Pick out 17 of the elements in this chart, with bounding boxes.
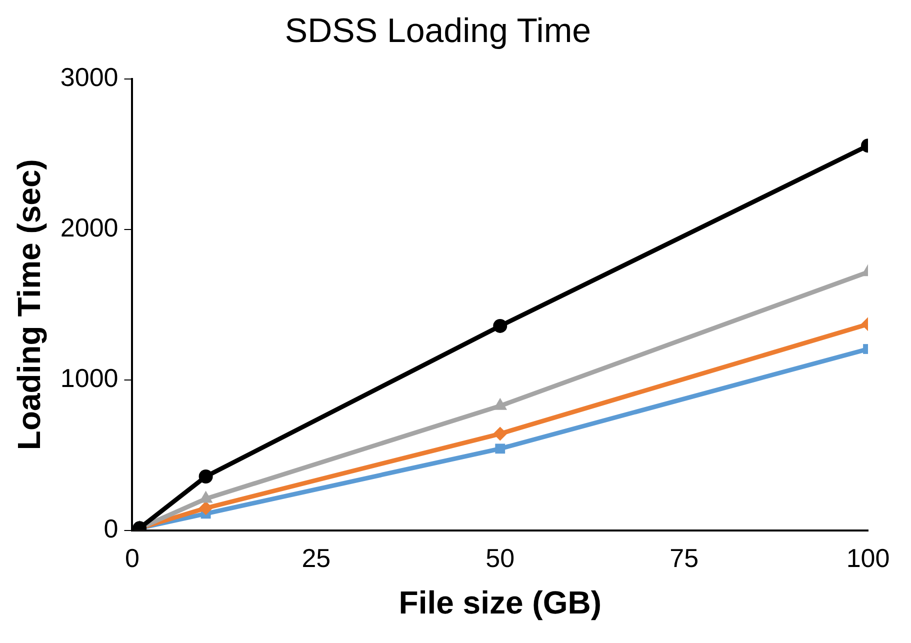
point: [493, 426, 508, 441]
point: [493, 318, 508, 333]
x-tick-label: 100: [846, 543, 890, 574]
x-tick-label: 0: [125, 543, 140, 574]
x-tick-label: 50: [486, 543, 515, 574]
x-axis-title: File size (GB): [398, 584, 602, 621]
y-tick-label: 0: [104, 514, 118, 544]
x-tick-label: 75: [670, 543, 699, 574]
y-tick-label: 2000: [60, 212, 118, 243]
chart-title: SDSS Loading Time: [284, 12, 592, 50]
point: [198, 501, 213, 516]
point: [495, 444, 506, 454]
y-tick-label: 1000: [60, 363, 118, 394]
point: [198, 470, 213, 484]
y-axis-title: Loading Time (sec): [11, 159, 48, 450]
y-tick-label: 3000: [60, 62, 118, 92]
x-tick-label: 25: [302, 543, 331, 574]
